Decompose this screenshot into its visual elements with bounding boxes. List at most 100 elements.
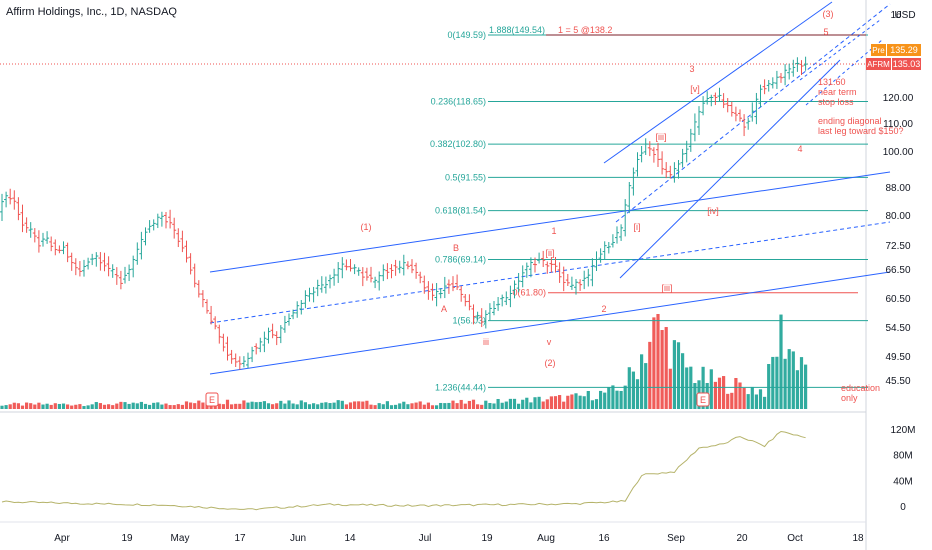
volume-bar [271,404,275,409]
volume-bar [201,402,205,409]
volume-bar [693,383,697,409]
fib-level-label: 0.786(69.14) [435,254,486,264]
volume-bar [562,401,566,409]
volume-bar [500,402,504,409]
oscillator-tick: 40M [893,476,912,487]
volume-bar [521,399,525,409]
volume-bar [668,368,672,409]
volume-bar [783,358,787,409]
time-tick: Aug [537,533,555,544]
volume-bar [578,395,582,409]
earnings-marker-glyph: E [700,395,706,405]
volume-bar [430,405,435,409]
volume-bar [615,390,619,409]
volume-bar [590,400,594,409]
inner-fib-label: 0(61.80) [512,288,546,298]
wave-label: (3) [823,9,834,19]
volume-bar [775,356,779,409]
volume-bar [447,402,451,409]
pre-market-price: 135.29 [890,45,918,55]
volume-bar [86,405,90,409]
volume-bar [33,404,37,409]
pre-market-label: Pre [872,46,885,55]
volume-bar [373,405,377,409]
volume-bar [336,400,340,409]
steep-channel-upper [603,1,833,164]
disclaimer-note: only [841,393,858,403]
oscillator-tick: 0 [900,502,906,513]
volume-bar [664,327,668,409]
volume-bar [258,401,262,409]
volume-bar [709,369,713,409]
volume-bar [230,404,234,409]
pre-market-tag [871,44,886,56]
fib-level-label: 0.236(118.65) [431,97,486,107]
volume-bar [20,405,25,409]
volume-bar [439,402,443,409]
wave-label: A [441,304,447,314]
volume-bar [504,401,508,409]
volume-bar [25,402,29,409]
wave-label: iii [483,337,489,347]
volume-bar [640,354,644,409]
volume-bar [361,401,365,409]
volume-bar [754,394,758,409]
channel-mid [209,221,891,324]
wave-label: [ii] [546,248,555,258]
volume-bar [398,403,402,409]
volume-bar [234,403,238,409]
volume-bar [8,404,12,409]
volume-bar [676,342,681,409]
price-tick: 88.00 [885,183,910,194]
earnings-marker-glyph: E [209,395,215,405]
volume-bar [102,404,107,409]
volume-bar [635,379,640,409]
volume-bar [328,403,332,409]
steep-channel-lower [619,59,841,279]
volume-bar [717,377,722,409]
oscillator-tick: 120M [890,425,915,436]
volume-bar [570,394,574,409]
volume-bar [16,403,20,409]
wave-label: (2) [545,358,556,368]
volume-bar [74,404,78,409]
volume-bar [451,400,455,409]
price-tick: 60.50 [885,294,910,305]
pre-market-price-badge [887,44,921,56]
volume-bar [303,402,307,409]
volume-bar [422,404,426,409]
volume-bar [184,401,189,409]
volume-bar [119,401,123,409]
volume-bar [746,394,750,409]
fib-level-label: 0(149.59) [447,30,486,40]
volume-bar [172,405,176,409]
fib-level-label: 0.382(102.80) [430,139,486,149]
volume-bar [254,402,258,409]
oscillator-line [1,430,806,511]
volume-bar [681,353,685,409]
volume-bar [517,403,521,409]
wave-label: [iii] [656,132,667,142]
volume-bar [385,401,389,409]
earnings-marker [205,392,219,407]
channel-upper [209,171,891,273]
volume-bar [734,378,738,409]
price-tick: 80.00 [885,211,910,222]
volume-bar [250,401,254,409]
volume-bar [394,404,398,409]
volume-bar [455,403,459,409]
chart-title: Affirm Holdings, Inc., 1D, NASDAQ [6,6,177,18]
volume-bar [344,404,348,409]
wave-label: [iv] [707,206,719,216]
disclaimer-note: education [841,383,880,393]
volume-bar [722,376,726,409]
volume-bar [279,400,283,409]
volume-bar [357,401,361,409]
volume-bar [607,387,611,409]
time-tick: Jul [419,533,432,544]
stop-loss-note: 131.60 [818,77,846,87]
last-price: 135.03 [893,59,921,69]
volume-bar [369,404,373,409]
volume-bar [340,400,344,409]
